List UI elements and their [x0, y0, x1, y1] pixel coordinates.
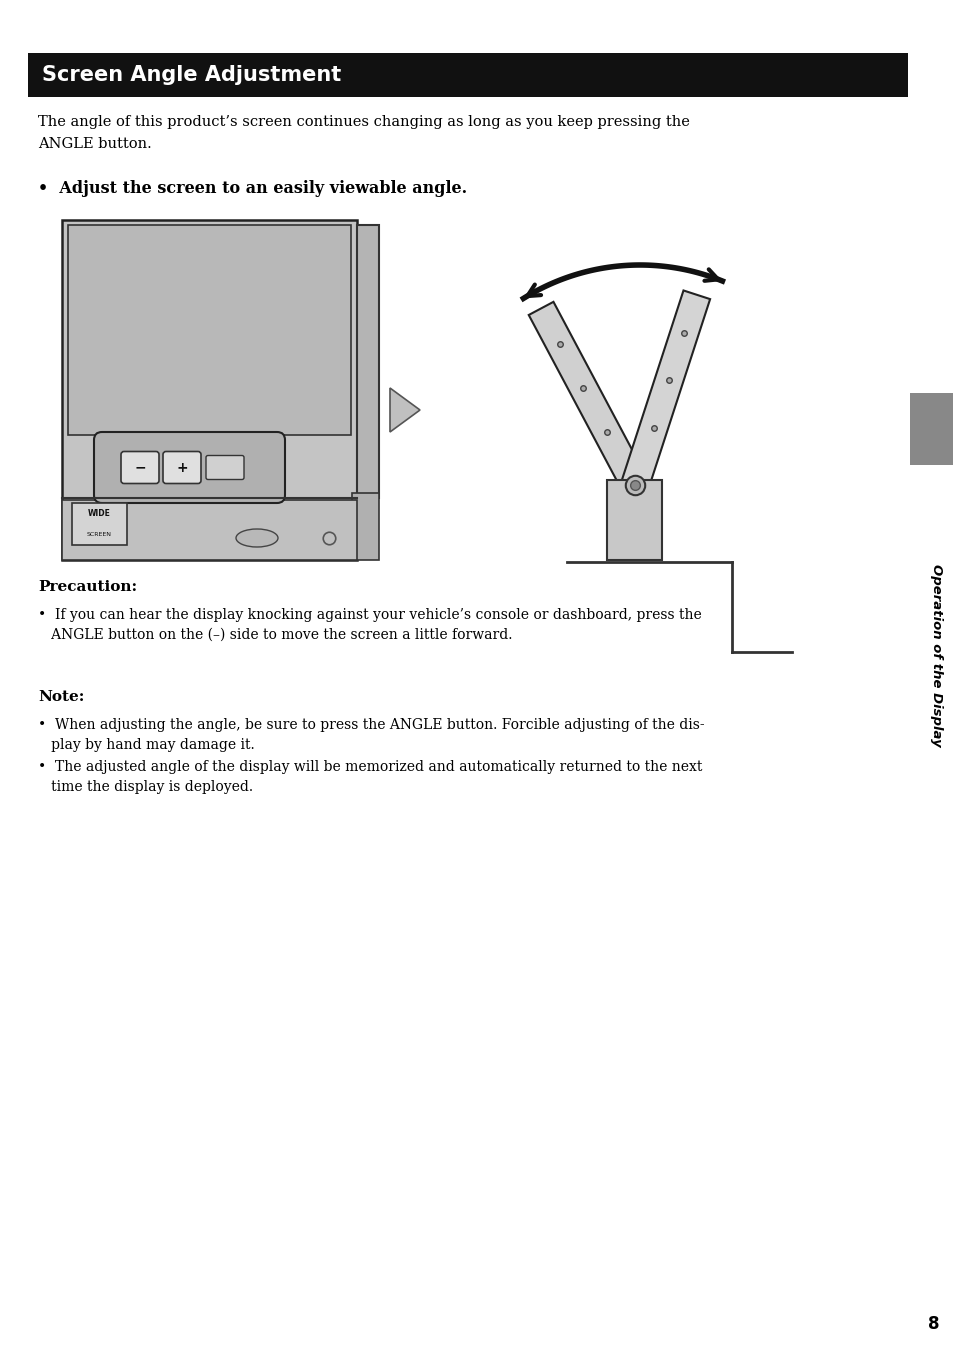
- Text: time the display is deployed.: time the display is deployed.: [38, 780, 253, 794]
- Text: Note:: Note:: [38, 690, 84, 705]
- Text: WIDE: WIDE: [88, 508, 111, 518]
- Text: −: −: [134, 461, 146, 474]
- Ellipse shape: [235, 528, 277, 547]
- Bar: [62, 220, 356, 560]
- Polygon shape: [528, 302, 649, 496]
- Bar: [62, 500, 356, 560]
- Text: SCREEN: SCREEN: [87, 533, 112, 538]
- Bar: [909, 393, 953, 465]
- FancyBboxPatch shape: [206, 455, 244, 480]
- Bar: [356, 225, 378, 499]
- Text: ANGLE button.: ANGLE button.: [38, 137, 152, 150]
- Text: 8: 8: [927, 1314, 939, 1333]
- Text: ANGLE button on the (–) side to move the screen a little forward.: ANGLE button on the (–) side to move the…: [38, 627, 512, 642]
- Text: The angle of this product’s screen continues changing as long as you keep pressi: The angle of this product’s screen conti…: [38, 115, 689, 129]
- FancyBboxPatch shape: [94, 432, 285, 503]
- Bar: [352, 493, 378, 560]
- Text: play by hand may damage it.: play by hand may damage it.: [38, 738, 254, 752]
- Text: •  If you can hear the display knocking against your vehicle’s console or dashbo: • If you can hear the display knocking a…: [38, 608, 701, 622]
- Text: +: +: [176, 461, 188, 474]
- Text: Precaution:: Precaution:: [38, 580, 137, 593]
- Text: Screen Angle Adjustment: Screen Angle Adjustment: [42, 65, 341, 85]
- Bar: [71, 503, 127, 545]
- Text: •  When adjusting the angle, be sure to press the ANGLE button. Forcible adjusti: • When adjusting the angle, be sure to p…: [38, 718, 704, 732]
- Text: •  Adjust the screen to an easily viewable angle.: • Adjust the screen to an easily viewabl…: [38, 180, 467, 196]
- Polygon shape: [390, 388, 419, 432]
- Polygon shape: [619, 290, 709, 495]
- Bar: [607, 480, 661, 560]
- Bar: [28, 53, 907, 98]
- Bar: [68, 225, 351, 435]
- Text: Operation of the Display: Operation of the Display: [929, 564, 943, 747]
- Text: •  The adjusted angle of the display will be memorized and automatically returne: • The adjusted angle of the display will…: [38, 760, 701, 774]
- FancyBboxPatch shape: [121, 451, 159, 484]
- FancyBboxPatch shape: [163, 451, 201, 484]
